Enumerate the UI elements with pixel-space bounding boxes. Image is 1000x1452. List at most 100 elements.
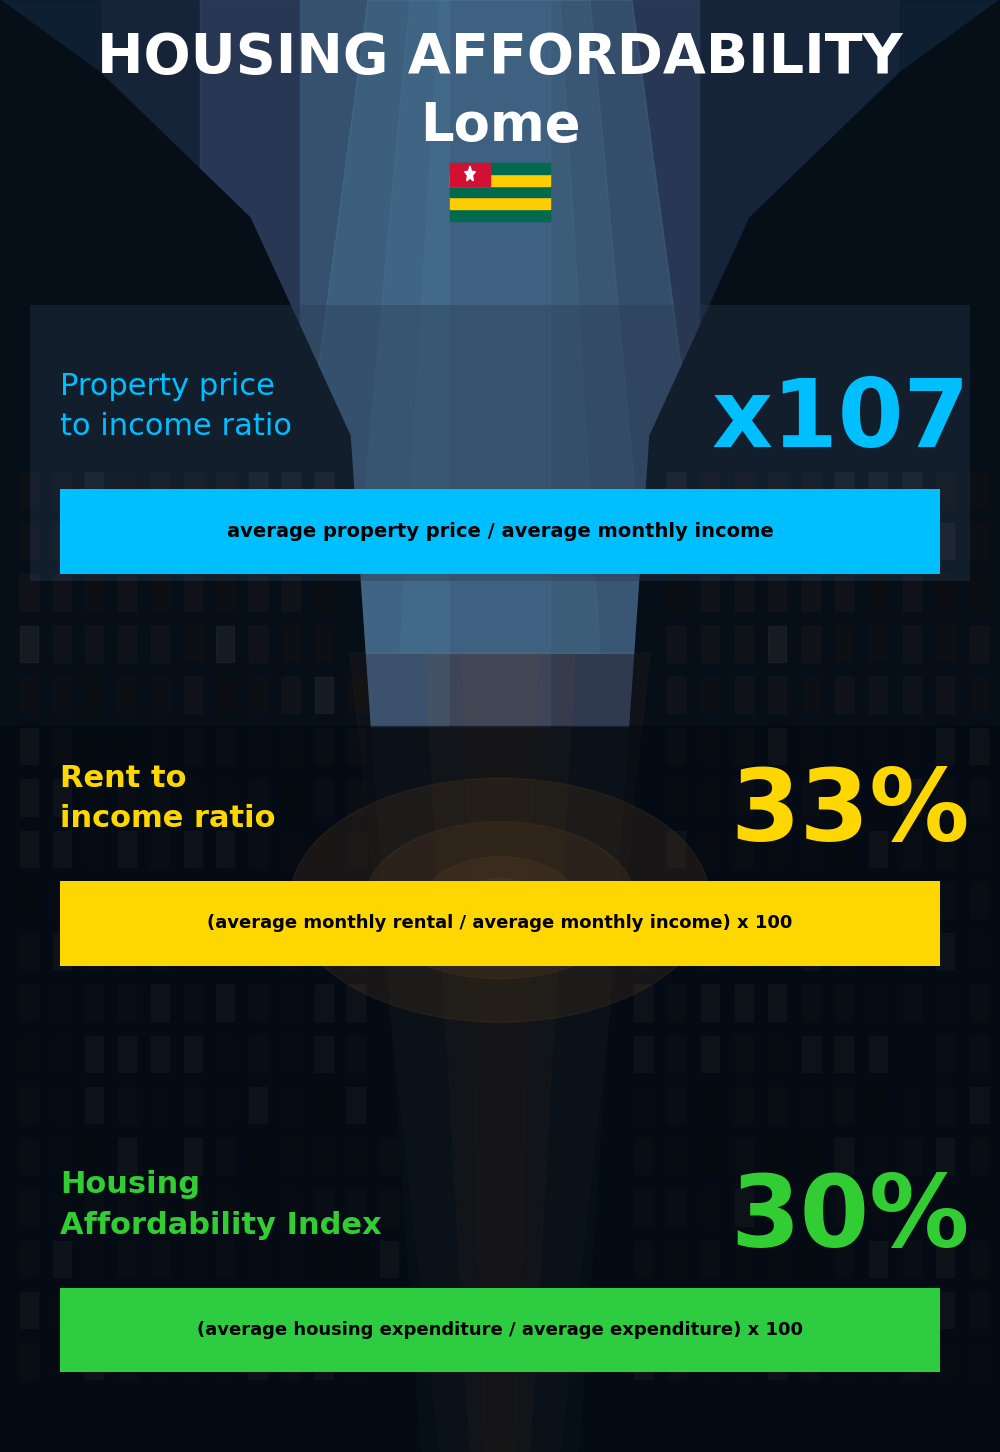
Polygon shape xyxy=(400,0,600,653)
Bar xyxy=(151,934,169,970)
Bar xyxy=(151,472,169,508)
Bar xyxy=(735,677,753,713)
Bar xyxy=(869,1138,887,1175)
Bar xyxy=(903,934,921,970)
Bar xyxy=(20,523,38,559)
Bar xyxy=(735,523,753,559)
Polygon shape xyxy=(0,0,420,1452)
Bar xyxy=(900,0,1000,726)
Bar xyxy=(282,984,300,1021)
Bar xyxy=(936,831,954,867)
Bar xyxy=(835,881,853,918)
Bar xyxy=(20,780,38,816)
Text: HOUSING AFFORDABILITY: HOUSING AFFORDABILITY xyxy=(97,30,903,86)
Bar xyxy=(151,1138,169,1175)
Bar xyxy=(20,626,38,662)
Bar xyxy=(216,1343,234,1379)
Bar xyxy=(835,626,853,662)
Bar xyxy=(0,726,1000,1452)
Bar xyxy=(768,472,786,508)
Bar xyxy=(216,626,234,662)
Bar xyxy=(802,780,820,816)
Bar xyxy=(936,1088,954,1124)
Bar xyxy=(835,523,853,559)
Bar xyxy=(315,1189,333,1225)
Bar xyxy=(735,472,753,508)
Bar xyxy=(802,1088,820,1124)
Bar xyxy=(869,1088,887,1124)
Bar xyxy=(53,1088,71,1124)
Bar xyxy=(53,1240,71,1276)
Bar xyxy=(216,984,234,1021)
Bar xyxy=(768,523,786,559)
Bar xyxy=(200,0,450,726)
Bar xyxy=(85,472,103,508)
Bar xyxy=(85,881,103,918)
Bar xyxy=(768,575,786,611)
Bar xyxy=(903,1088,921,1124)
Bar xyxy=(903,984,921,1021)
Bar xyxy=(53,1189,71,1225)
Bar xyxy=(85,575,103,611)
FancyBboxPatch shape xyxy=(60,1288,940,1372)
Bar xyxy=(835,984,853,1021)
Bar xyxy=(184,881,202,918)
Bar xyxy=(802,984,820,1021)
Bar xyxy=(735,575,753,611)
Bar xyxy=(936,1035,954,1072)
Bar xyxy=(380,1240,398,1276)
Bar xyxy=(835,1292,853,1329)
Bar xyxy=(184,472,202,508)
Bar xyxy=(936,1292,954,1329)
Bar xyxy=(634,1240,652,1276)
Bar xyxy=(282,881,300,918)
Bar xyxy=(347,1138,365,1175)
Bar xyxy=(85,1240,103,1276)
Bar xyxy=(151,1240,169,1276)
Bar xyxy=(936,626,954,662)
Bar xyxy=(701,1240,719,1276)
Bar xyxy=(667,1240,685,1276)
Bar xyxy=(118,575,136,611)
Bar xyxy=(151,677,169,713)
Bar xyxy=(701,934,719,970)
Bar xyxy=(118,934,136,970)
Bar xyxy=(869,677,887,713)
Bar xyxy=(735,984,753,1021)
Bar xyxy=(347,831,365,867)
Bar xyxy=(768,1088,786,1124)
Bar xyxy=(701,1138,719,1175)
Bar xyxy=(347,727,365,764)
Polygon shape xyxy=(462,653,538,1452)
Bar xyxy=(869,780,887,816)
Text: Property price
to income ratio: Property price to income ratio xyxy=(60,372,292,441)
Bar xyxy=(903,472,921,508)
Bar xyxy=(802,677,820,713)
Bar xyxy=(869,1292,887,1329)
Bar xyxy=(118,677,136,713)
Bar xyxy=(802,575,820,611)
Bar xyxy=(151,984,169,1021)
Bar xyxy=(735,1138,753,1175)
FancyBboxPatch shape xyxy=(60,489,940,574)
Bar xyxy=(970,780,988,816)
Bar xyxy=(700,0,1000,726)
Bar xyxy=(184,1088,202,1124)
Bar xyxy=(118,1088,136,1124)
Bar xyxy=(970,1035,988,1072)
Bar xyxy=(903,1138,921,1175)
Bar xyxy=(835,1138,853,1175)
Bar xyxy=(184,677,202,713)
Bar xyxy=(835,934,853,970)
Bar xyxy=(315,1138,333,1175)
Bar xyxy=(634,1138,652,1175)
Bar xyxy=(869,934,887,970)
Bar xyxy=(282,934,300,970)
Bar xyxy=(315,677,333,713)
Bar xyxy=(970,934,988,970)
Bar xyxy=(835,472,853,508)
Bar xyxy=(835,1343,853,1379)
Bar xyxy=(701,472,719,508)
Bar xyxy=(802,626,820,662)
Bar xyxy=(936,1189,954,1225)
